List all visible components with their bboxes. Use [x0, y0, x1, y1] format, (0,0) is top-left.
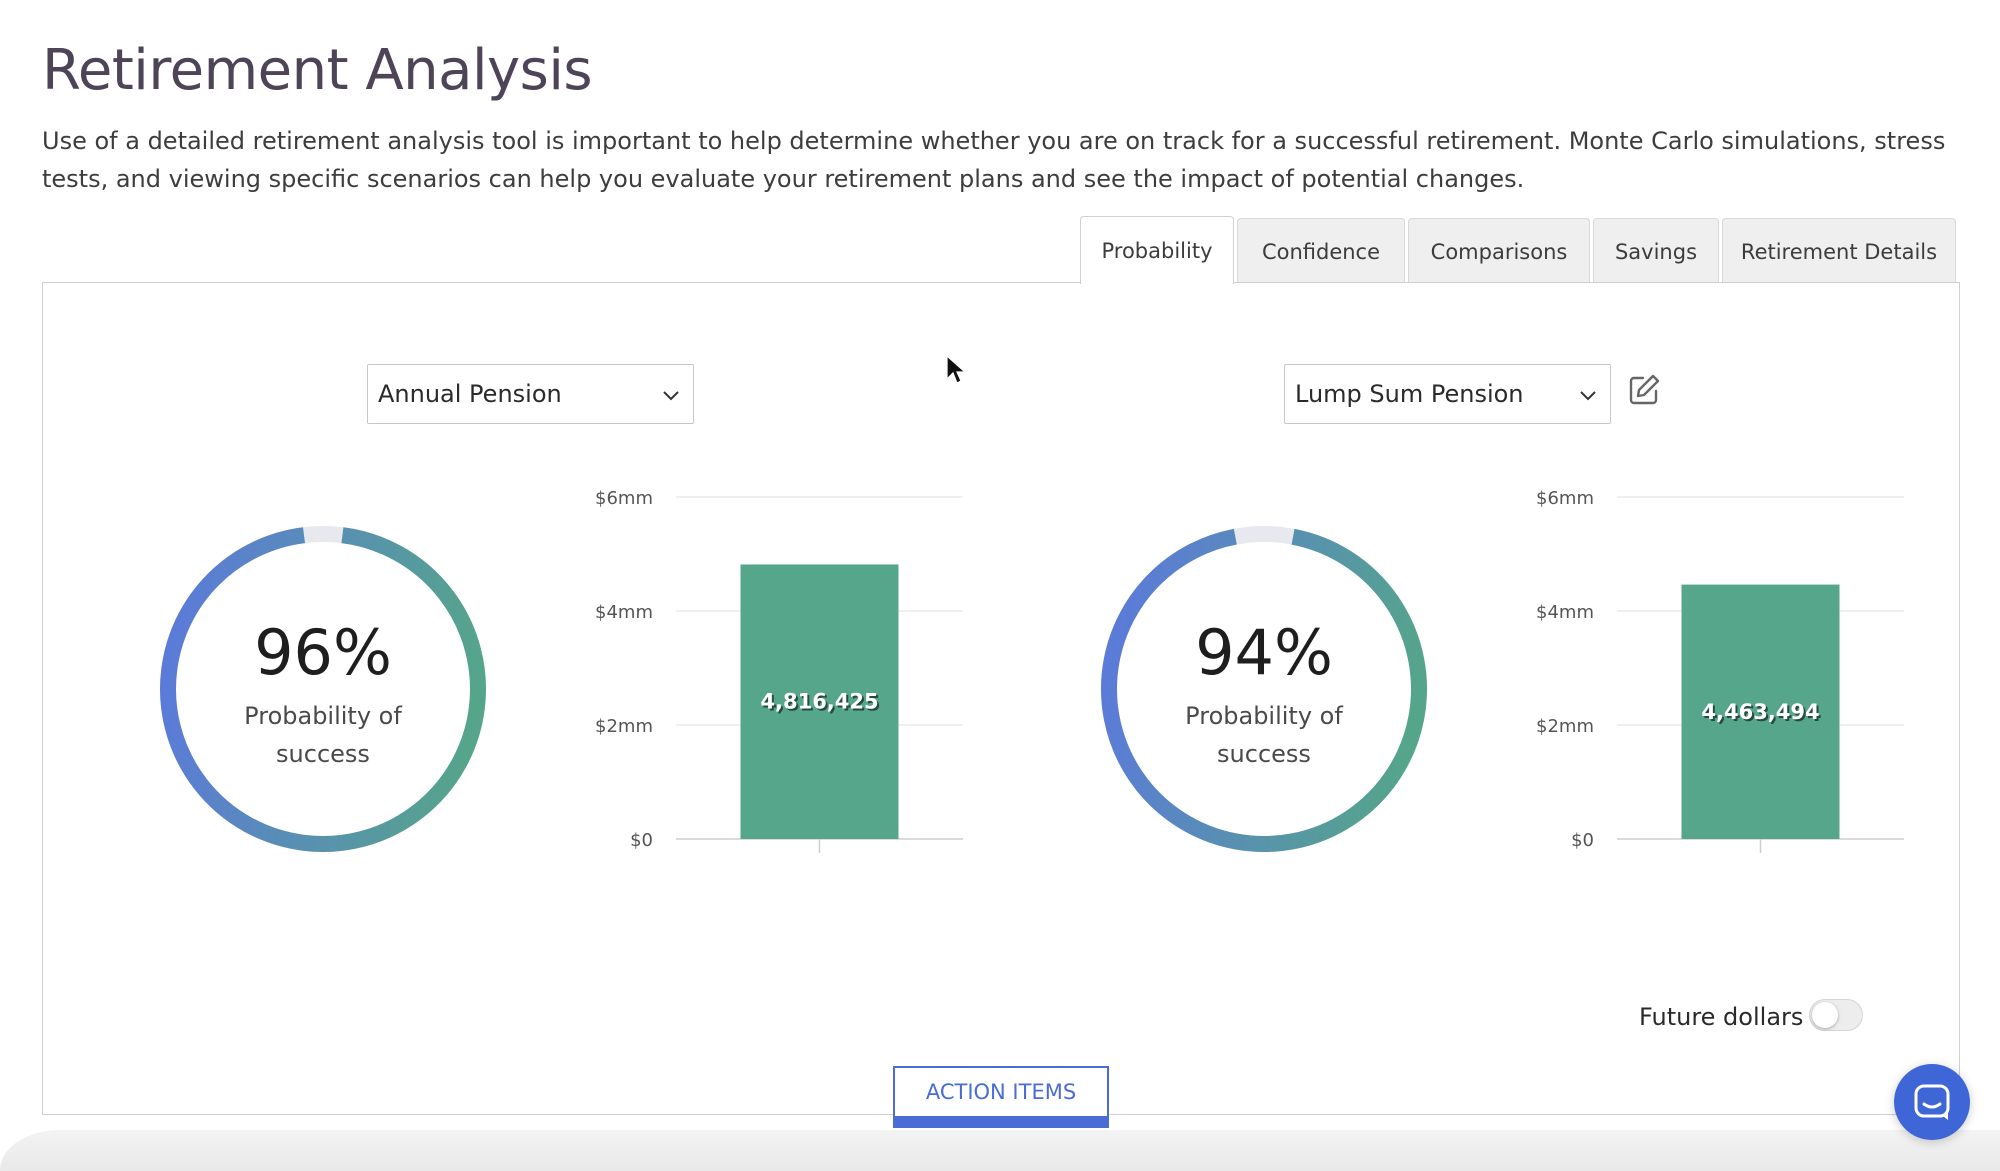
- y-tick-label: $4mm: [595, 602, 653, 623]
- probability-value-2: 94%: [1195, 616, 1333, 689]
- chevron-down-icon: [1580, 391, 1596, 401]
- probability-gauge-1: 96% Probability of success: [153, 519, 493, 859]
- future-dollars-label: Future dollars: [1639, 1003, 1804, 1031]
- page-title: Retirement Analysis: [42, 38, 593, 103]
- gauge-arc-1: [160, 526, 486, 852]
- tab-confidence[interactable]: Confidence: [1237, 218, 1405, 284]
- y-tick-label: $4mm: [1536, 602, 1594, 623]
- scenario-select-1[interactable]: Annual Pension: [367, 364, 694, 424]
- action-items-underline: [893, 1116, 1109, 1128]
- bottom-shade: [0, 1130, 2000, 1171]
- page-description: Use of a detailed retirement analysis to…: [42, 127, 1946, 193]
- bar-data-label: 4,816,425: [760, 690, 878, 714]
- bar-data-label-shadow: 4,463,494: [1703, 702, 1821, 726]
- y-tick-label: $2mm: [595, 716, 653, 737]
- y-tick-label: $0: [630, 830, 653, 851]
- edit-icon[interactable]: [1626, 372, 1662, 408]
- y-tick-label: $0: [1571, 830, 1594, 851]
- scenario-select-2-value: Lump Sum Pension: [1295, 380, 1524, 408]
- y-tick-label: $6mm: [1536, 488, 1594, 509]
- bar: [1681, 584, 1840, 839]
- mouse-cursor-icon: [946, 355, 966, 384]
- bar-chart-2: $0 $2mm $4mm $6mm 4,463,494 4,463,494: [1514, 483, 1904, 873]
- tab-comparisons[interactable]: Comparisons: [1408, 218, 1590, 284]
- action-items-label: ACTION ITEMS: [925, 1080, 1077, 1104]
- action-items-button[interactable]: ACTION ITEMS: [893, 1066, 1109, 1128]
- gauge-arc-2: [1101, 526, 1427, 852]
- tab-bar: Probability Confidence Comparisons Savin…: [1080, 216, 1959, 284]
- tab-savings[interactable]: Savings: [1593, 218, 1719, 284]
- bar: [740, 564, 899, 839]
- chevron-down-icon: [663, 391, 679, 401]
- y-tick-label: $2mm: [1536, 716, 1594, 737]
- tab-probability[interactable]: Probability: [1080, 216, 1234, 284]
- chat-launcher-button[interactable]: [1894, 1064, 1970, 1140]
- probability-panel: Annual Pension 96% Probability of succes…: [42, 282, 1960, 1115]
- future-dollars-toggle[interactable]: [1809, 999, 1863, 1031]
- toggle-knob: [1812, 1002, 1838, 1028]
- bar-data-label: 4,463,494: [1701, 700, 1819, 724]
- scenario-select-2[interactable]: Lump Sum Pension: [1284, 364, 1611, 424]
- chat-icon: [1914, 1084, 1950, 1120]
- probability-value-1: 96%: [254, 616, 392, 689]
- bar-data-label-shadow: 4,816,425: [762, 692, 880, 716]
- bar-chart-1: $0 $2mm $4mm $6mm 4,816,425 4,816,425: [573, 483, 963, 873]
- probability-gauge-2: 94% Probability of success: [1094, 519, 1434, 859]
- probability-label-1: Probability of success: [244, 702, 402, 768]
- probability-label-2: Probability of success: [1185, 702, 1343, 768]
- y-tick-label: $6mm: [595, 488, 653, 509]
- tab-retirement-details[interactable]: Retirement Details: [1722, 218, 1956, 284]
- scenario-select-1-value: Annual Pension: [378, 380, 562, 408]
